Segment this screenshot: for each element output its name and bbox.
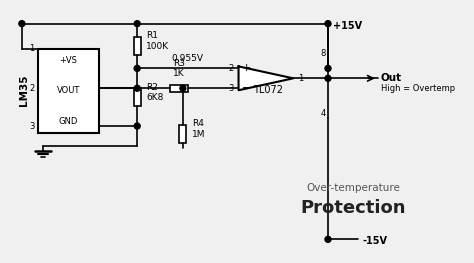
Text: 0.955V: 0.955V bbox=[172, 54, 204, 63]
Text: 4: 4 bbox=[321, 109, 326, 118]
Text: LM35: LM35 bbox=[19, 75, 29, 107]
Text: VOUT: VOUT bbox=[57, 86, 80, 95]
Text: High = Overtemp: High = Overtemp bbox=[381, 84, 455, 93]
Text: +: + bbox=[242, 63, 251, 73]
Circle shape bbox=[180, 85, 186, 91]
Text: Over-temperature: Over-temperature bbox=[306, 183, 400, 193]
Text: 3: 3 bbox=[29, 122, 35, 130]
Circle shape bbox=[134, 123, 140, 129]
Text: 2: 2 bbox=[228, 64, 234, 73]
Circle shape bbox=[134, 85, 140, 91]
Circle shape bbox=[325, 21, 331, 27]
Bar bbox=[134, 37, 141, 55]
Circle shape bbox=[19, 21, 25, 27]
Text: 8: 8 bbox=[320, 49, 326, 58]
Circle shape bbox=[325, 236, 331, 242]
Text: +VS: +VS bbox=[60, 56, 78, 65]
Text: GND: GND bbox=[59, 117, 78, 125]
Text: Protection: Protection bbox=[300, 199, 406, 216]
Text: R3
1K: R3 1K bbox=[173, 59, 185, 78]
Text: -15V: -15V bbox=[363, 236, 388, 246]
Text: R2
6K8: R2 6K8 bbox=[146, 83, 164, 102]
Bar bbox=[179, 125, 186, 143]
Text: 2: 2 bbox=[29, 84, 35, 93]
Circle shape bbox=[134, 21, 140, 27]
Text: TL072: TL072 bbox=[254, 85, 283, 95]
Text: +15V: +15V bbox=[333, 21, 362, 31]
Text: 1: 1 bbox=[29, 44, 35, 53]
Text: −: − bbox=[242, 83, 251, 93]
Text: 3: 3 bbox=[228, 84, 234, 93]
Circle shape bbox=[325, 75, 331, 81]
Text: 1: 1 bbox=[298, 74, 303, 83]
Text: R1
100K: R1 100K bbox=[146, 31, 169, 51]
Bar bbox=[170, 85, 188, 92]
Bar bbox=[38, 48, 100, 133]
Bar bbox=[134, 88, 141, 106]
Polygon shape bbox=[238, 66, 293, 90]
Text: Out: Out bbox=[381, 73, 402, 83]
Circle shape bbox=[325, 65, 331, 71]
Text: R4
1M: R4 1M bbox=[192, 119, 205, 139]
Circle shape bbox=[134, 65, 140, 71]
